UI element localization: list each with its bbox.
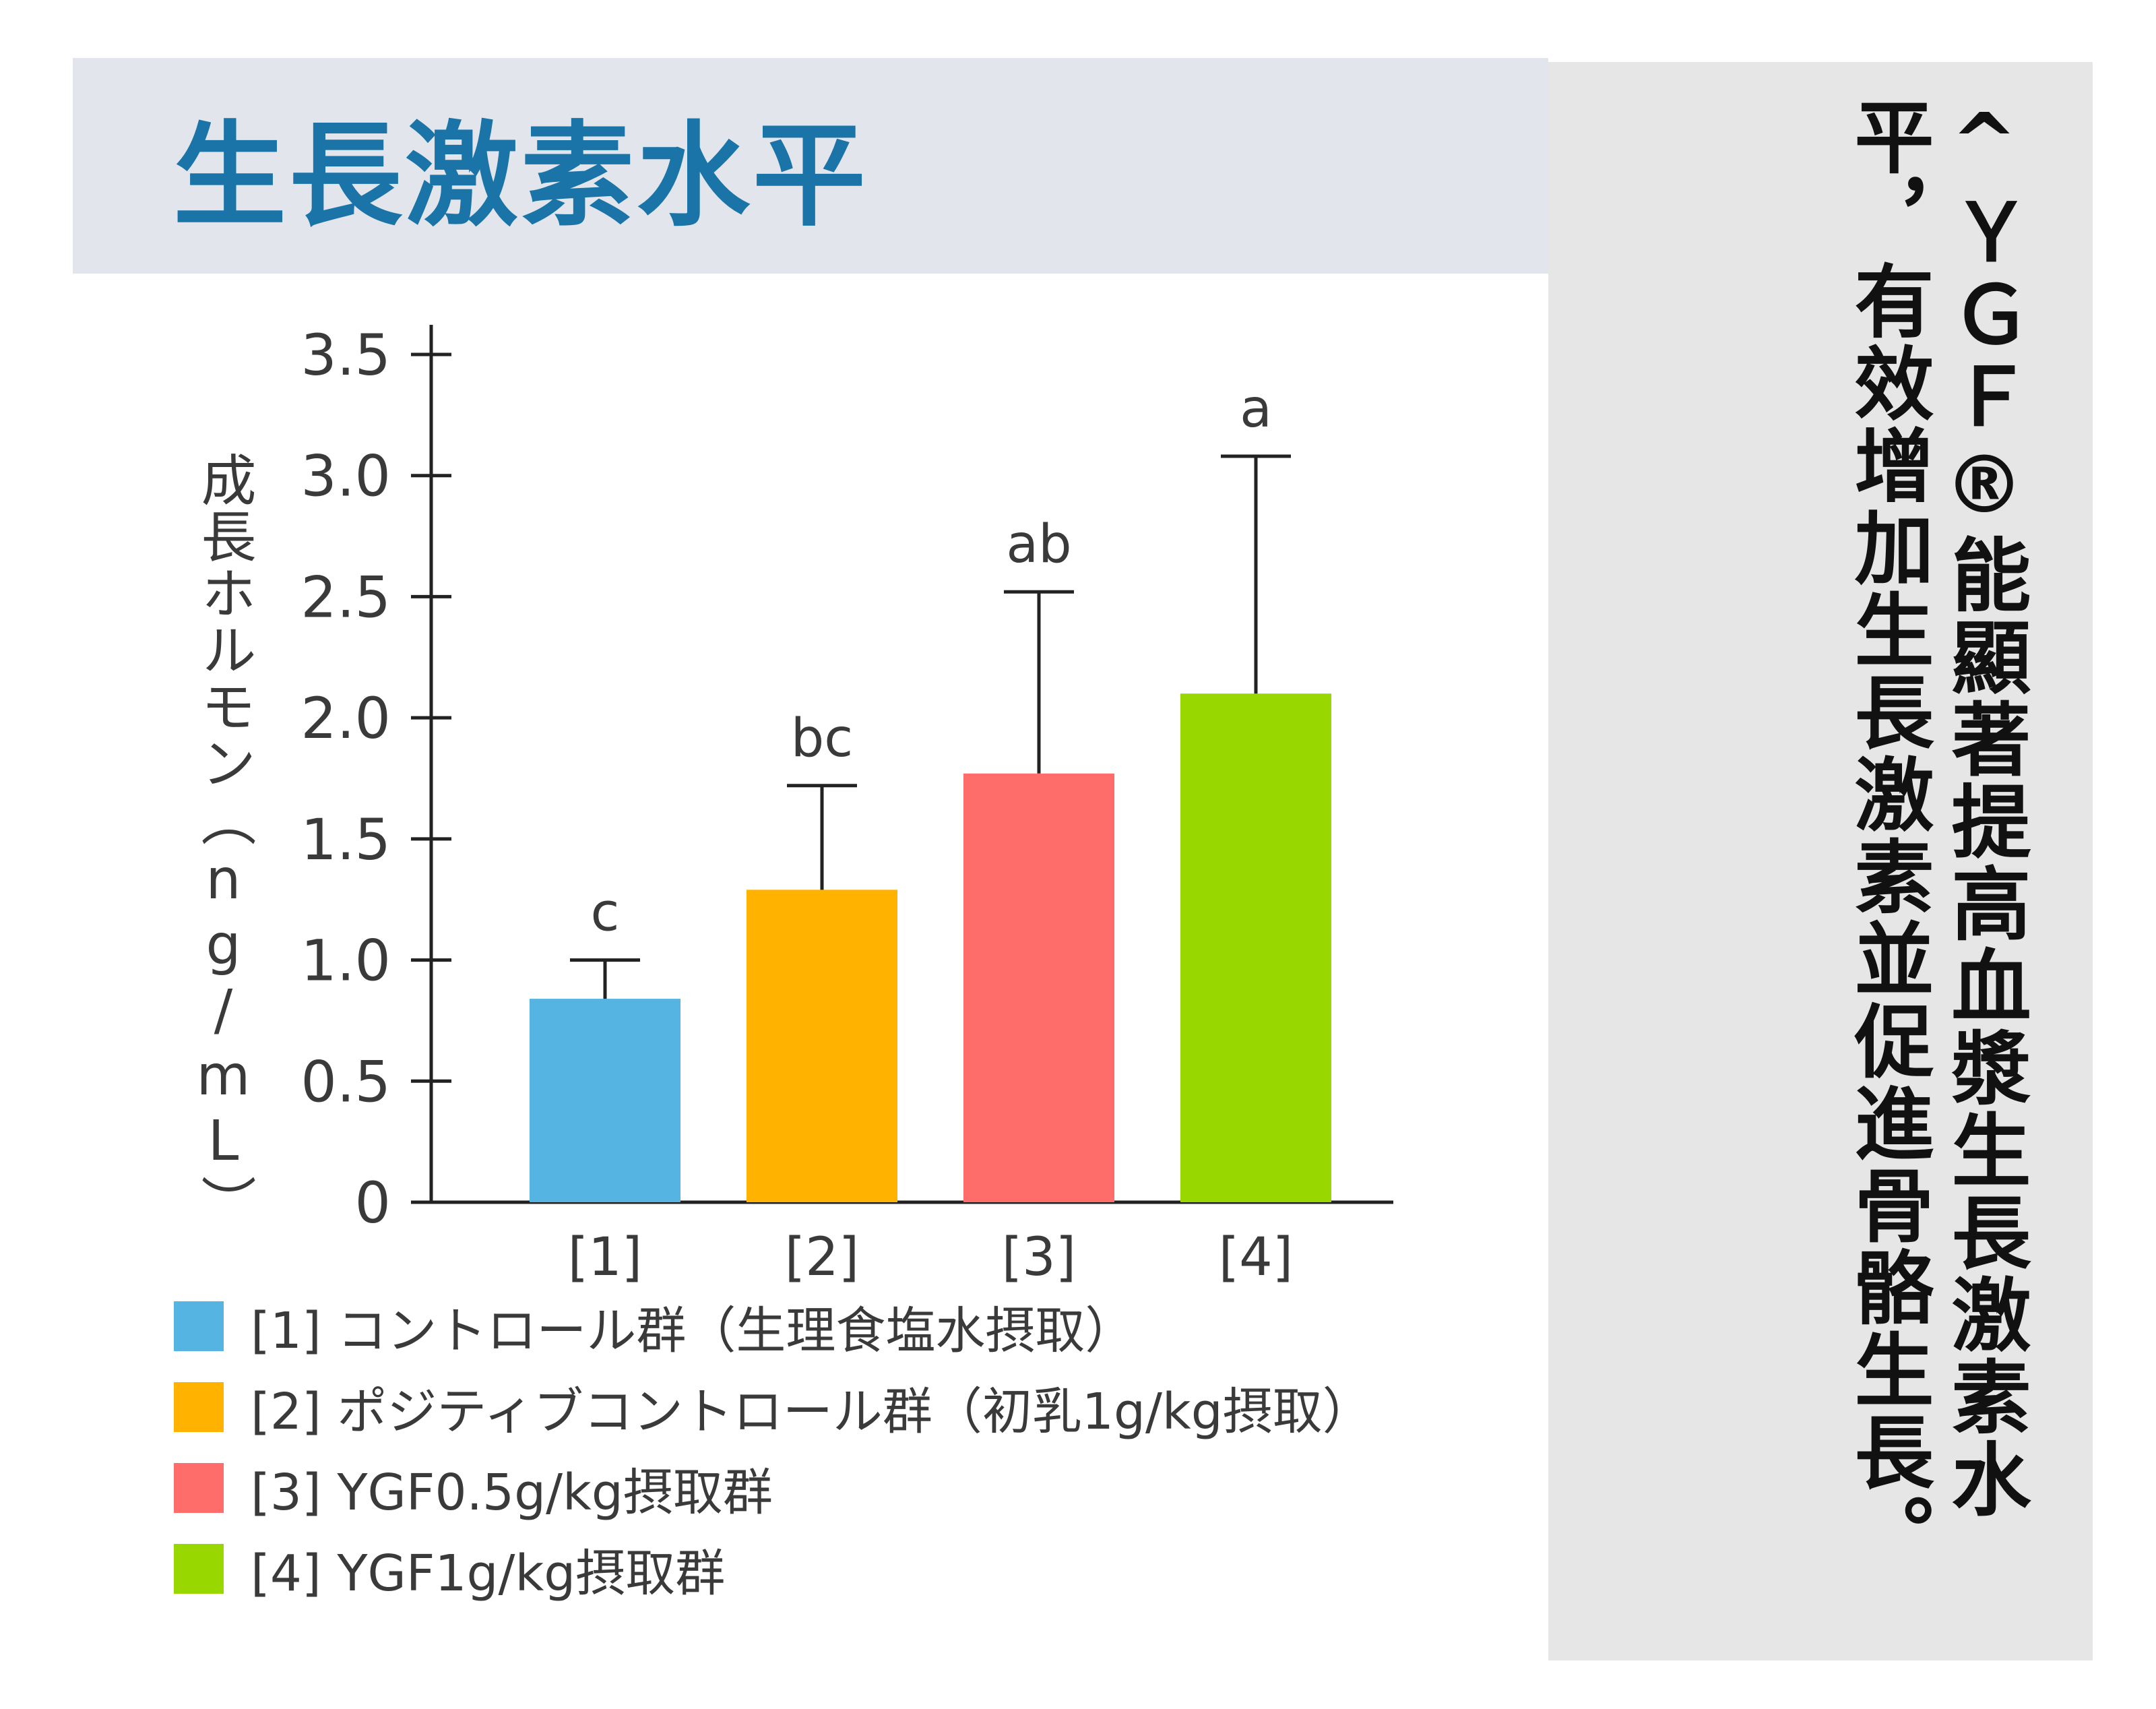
legend-item: [1] コントロール群（生理食塩水摂取） <box>174 1286 1372 1367</box>
side-description: ^ＹＧＦ®能顯著提高血漿生長激素水平，有效增加生長激素並促進骨骼生長。 <box>1841 96 2031 1576</box>
y-tick-label: 0 <box>355 1170 391 1236</box>
x-tick-label: [1] <box>568 1227 643 1288</box>
x-tick-label: [3] <box>1002 1227 1077 1288</box>
x-tick-label: [2] <box>785 1227 860 1288</box>
legend-label: [3] YGF0.5g/kg摂取群 <box>251 1463 773 1522</box>
legend-item: [3] YGF0.5g/kg摂取群 <box>174 1448 1372 1528</box>
legend-swatch <box>174 1301 224 1351</box>
legend-label: [1] コントロール群（生理食塩水摂取） <box>251 1301 1135 1360</box>
y-tick-label: 0.5 <box>300 1049 391 1115</box>
x-tick-label: [4] <box>1219 1227 1294 1288</box>
y-tick-label: 2.5 <box>300 564 391 630</box>
y-tick-label: 3.5 <box>300 322 391 388</box>
significance-label: c <box>591 883 620 943</box>
legend-item: [2] ポジティブコントロール群（初乳1g/kg摂取） <box>174 1367 1372 1448</box>
legend-item: [4] YGF1g/kg摂取群 <box>174 1528 1372 1609</box>
bar <box>747 890 897 1202</box>
y-tick-label: 1.0 <box>300 928 391 994</box>
title-band: 生長激素水平 <box>73 58 1548 274</box>
legend-label: [4] YGF1g/kg摂取群 <box>251 1544 726 1603</box>
legend-swatch <box>174 1463 224 1513</box>
y-axis-label: 成長ホルモン（ng/mL） <box>191 452 255 1231</box>
page-title: 生長激素水平 <box>173 109 868 242</box>
bar <box>530 999 680 1202</box>
bar <box>963 773 1114 1202</box>
side-panel: ^ＹＧＦ®能顯著提高血漿生長激素水平，有效增加生長激素並促進骨骼生長。 <box>1548 62 2093 1660</box>
significance-label: bc <box>791 708 853 769</box>
y-tick-label: 2.0 <box>300 685 391 751</box>
legend-swatch <box>174 1544 224 1594</box>
bar <box>1180 693 1331 1202</box>
legend-swatch <box>174 1382 224 1432</box>
y-tick-label: 1.5 <box>300 807 391 873</box>
legend-label: [2] ポジティブコントロール群（初乳1g/kg摂取） <box>251 1382 1372 1441</box>
significance-label: ab <box>1006 514 1071 575</box>
significance-label: a <box>1240 379 1272 439</box>
y-tick-label: 3.0 <box>300 443 391 509</box>
chart-legend: [1] コントロール群（生理食塩水摂取） [2] ポジティブコントロール群（初乳… <box>174 1286 1372 1609</box>
